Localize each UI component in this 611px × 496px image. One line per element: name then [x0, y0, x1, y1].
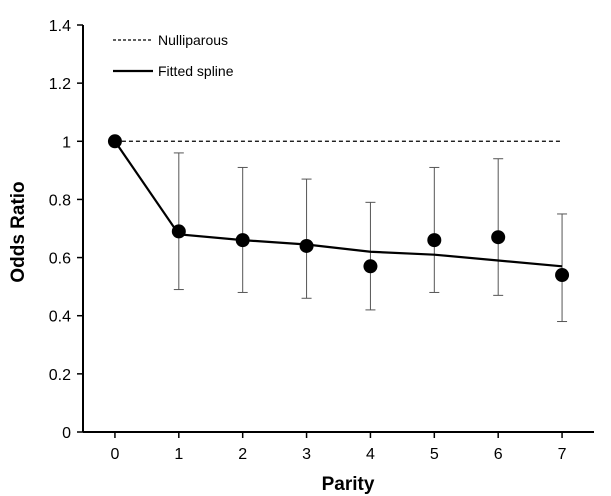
x-tick-label: 2: [238, 446, 247, 463]
plot-area: [107, 134, 570, 323]
data-point: [555, 268, 570, 283]
y-tick-label: 1.4: [49, 18, 71, 35]
data-point: [299, 238, 314, 253]
x-tick-label: 7: [558, 446, 567, 463]
x-axis-title: Parity: [322, 474, 375, 495]
y-tick-label: 0.6: [49, 251, 71, 268]
data-point: [363, 259, 378, 274]
legend-fitted-spline-label: Fitted spline: [158, 63, 234, 79]
y-tick-label: 0: [62, 425, 71, 442]
y-tick-label: 1: [62, 134, 71, 151]
y-tick-label: 1.2: [49, 76, 71, 93]
data-point: [427, 233, 442, 248]
y-tick-label: 0.4: [49, 309, 71, 326]
data-point: [491, 230, 506, 245]
x-tick-label: 5: [430, 446, 439, 463]
x-tick-label: 6: [494, 446, 503, 463]
x-tick-label: 0: [110, 446, 119, 463]
x-tick-label: 3: [302, 446, 311, 463]
tick-labels: 0 0.2 0.4 0.6 0.8 1 1.2 1.4 0 1 2 3 4 5 6 7: [49, 18, 567, 463]
data-point: [107, 134, 122, 149]
x-tick-label: 1: [174, 446, 183, 463]
data-point: [171, 224, 186, 239]
y-axis-title: Odds Ratio: [8, 181, 29, 282]
fitted-spline-line: [114, 140, 563, 268]
legend: Nulliparous Fitted spline: [113, 32, 234, 79]
y-tick-label: 0.8: [49, 192, 71, 209]
y-tick-label: 0.2: [49, 367, 71, 384]
legend-nulliparous-label: Nulliparous: [158, 32, 228, 48]
axes: [82, 25, 594, 433]
data-point: [235, 233, 250, 248]
x-tick-label: 4: [366, 446, 375, 463]
